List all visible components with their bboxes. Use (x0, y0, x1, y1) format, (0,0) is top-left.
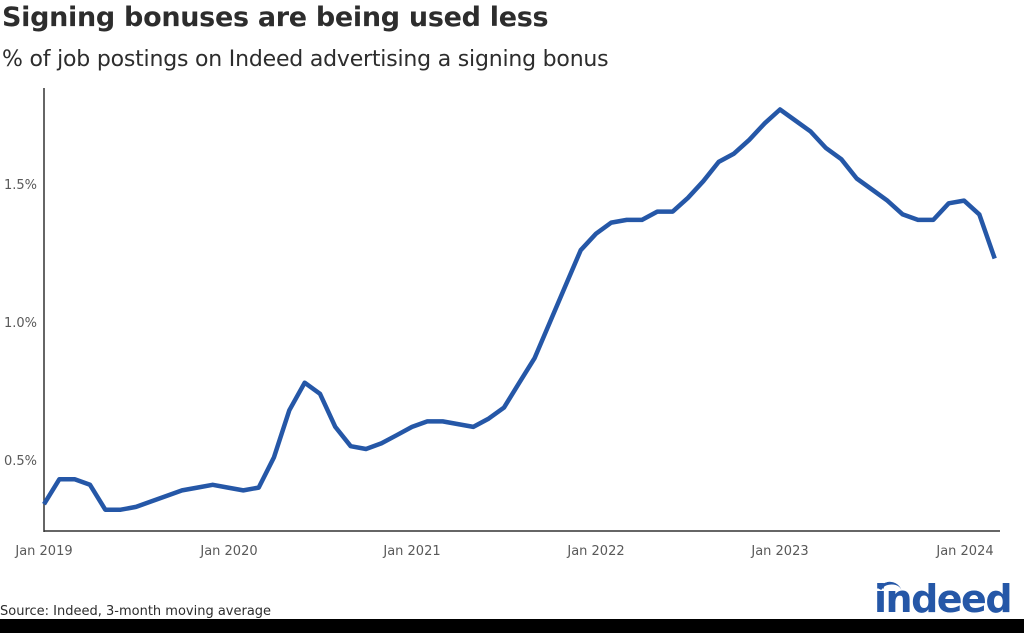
x-tick-label: Jan 2019 (14, 544, 72, 559)
y-axis: 1.5% 1.0% 0.5% (4, 88, 45, 532)
chart-title: Signing bonuses are being used less (2, 2, 549, 33)
chart-subtitle: % of job postings on Indeed advertising … (2, 47, 609, 72)
x-tick-label: Jan 2020 (199, 544, 257, 559)
y-tick-label: 1.0% (4, 316, 37, 331)
y-tick-label: 1.5% (4, 178, 37, 193)
x-axis: Jan 2019 Jan 2020 Jan 2021 Jan 2022 Jan … (14, 530, 1000, 559)
x-tick-label: Jan 2023 (750, 544, 808, 559)
x-tick-label: Jan 2022 (566, 544, 624, 559)
source-note: Source: Indeed, 3-month moving average (0, 604, 272, 619)
bottom-bar (0, 619, 1024, 633)
data-line (42, 107, 997, 512)
indeed-logo: indeed (874, 577, 1013, 621)
x-tick-label: Jan 2024 (935, 544, 993, 559)
x-tick-label: Jan 2021 (382, 544, 440, 559)
y-tick-label: 0.5% (4, 454, 37, 469)
